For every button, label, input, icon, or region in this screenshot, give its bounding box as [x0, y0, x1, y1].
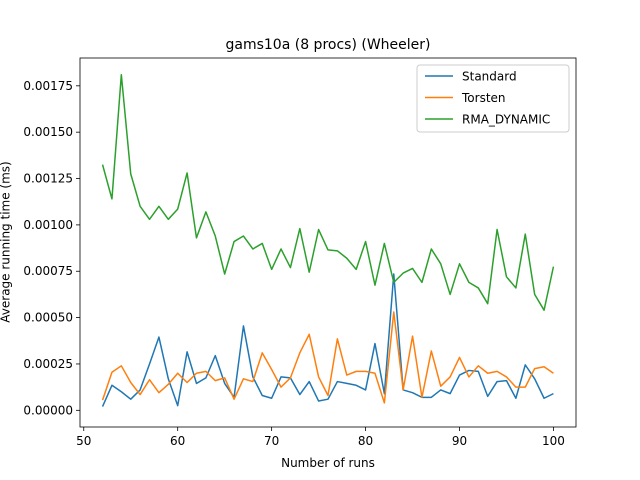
x-tick-label: 50 — [76, 434, 91, 448]
legend-label: Torsten — [461, 91, 506, 105]
y-tick-label: 0.00025 — [23, 357, 73, 371]
x-tick-label: 60 — [170, 434, 185, 448]
x-tick-label: 70 — [264, 434, 279, 448]
legend-label: RMA_DYNAMIC — [462, 113, 550, 127]
y-tick-label: 0.00125 — [23, 172, 73, 186]
legend-box — [416, 64, 570, 133]
y-axis-label: Average running time (ms) — [0, 161, 13, 322]
x-tick-label: 90 — [452, 434, 467, 448]
y-tick-label: 0.00050 — [23, 311, 73, 325]
plot-frame — [79, 57, 577, 428]
x-axis-label: Number of runs — [281, 456, 375, 470]
x-tick-label: 100 — [542, 434, 565, 448]
y-tick-label: 0.00100 — [23, 218, 73, 232]
x-tick-label: 80 — [358, 434, 373, 448]
series-layer — [101, 73, 555, 407]
x-axis: 50 60 70 80 90 100 — [76, 427, 565, 448]
chart-title: gams10a (8 procs) (Wheeler) — [226, 37, 431, 53]
y-tick-label: 0.00175 — [23, 79, 73, 93]
y-tick-label: 0.00150 — [23, 125, 73, 139]
y-axis: 0.00000 0.00025 0.00050 0.00075 0.00100 0.001… — [23, 79, 80, 417]
series-line-standard — [101, 273, 554, 407]
legend: Standard Torsten RMA_DYNAMIC — [416, 64, 570, 133]
series-line-rma-dynamic — [101, 73, 555, 311]
y-tick-label: 0.00075 — [23, 264, 73, 278]
series-line-torsten — [101, 311, 554, 404]
y-tick-label: 0.00000 — [23, 403, 73, 417]
legend-label: Standard — [462, 70, 517, 84]
